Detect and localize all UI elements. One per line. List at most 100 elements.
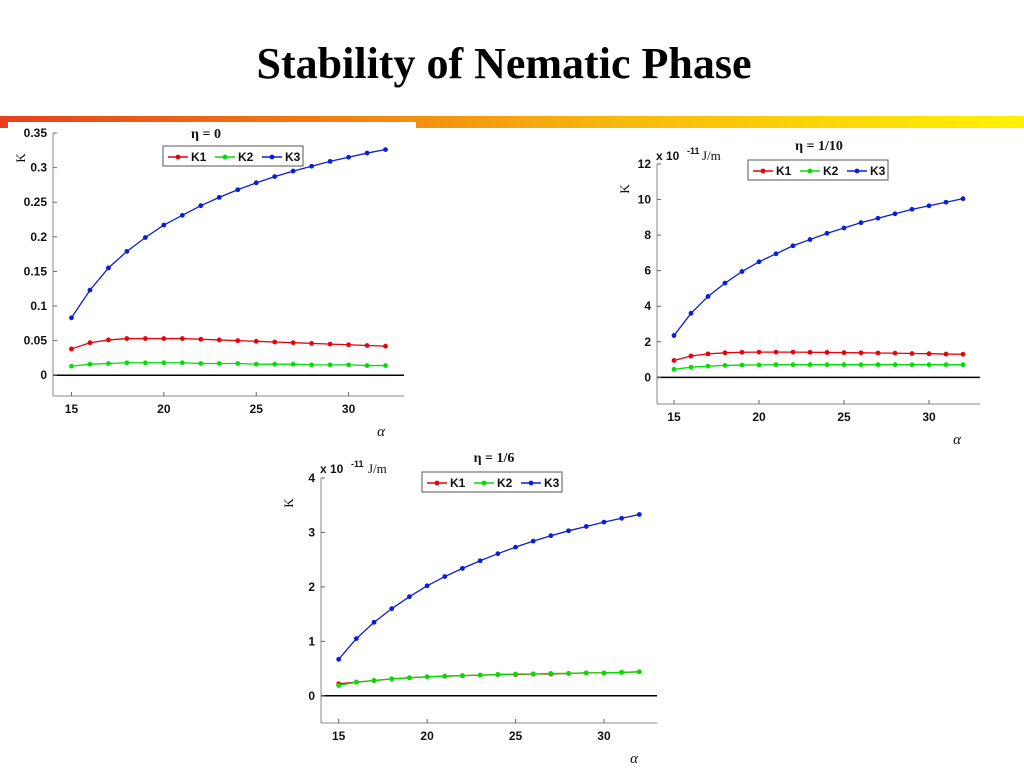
x-tick-label: 30 [922, 410, 936, 424]
data-point-k2 [216, 361, 222, 366]
series-line-k3 [338, 513, 640, 660]
title-accent-bar [0, 116, 1024, 130]
data-point-k2 [371, 678, 377, 683]
data-point-k1 [346, 342, 351, 348]
y-tick-label: 6 [644, 264, 651, 278]
y-tick-label: 0.2 [30, 230, 47, 244]
data-point-k3 [389, 606, 395, 612]
data-point-k3 [364, 150, 370, 156]
data-point-k2 [198, 361, 204, 366]
legend-label-k2: K2 [238, 150, 254, 164]
legend-swatch-marker-k2 [807, 168, 813, 174]
y-tick-label: 0.15 [24, 264, 48, 278]
data-point-k2 [722, 363, 728, 368]
data-point-k3 [424, 583, 430, 589]
data-point-k3 [858, 220, 864, 226]
data-point-k2 [513, 671, 518, 677]
data-point-k3 [513, 544, 518, 550]
x-tick-label: 25 [837, 410, 851, 424]
data-point-k1 [739, 349, 745, 355]
x-tick-label: 15 [332, 729, 346, 743]
legend-swatch-marker-k3 [854, 168, 860, 174]
x-tick-label: 30 [342, 402, 356, 416]
data-point-k1 [124, 336, 130, 341]
data-point-k1 [309, 341, 315, 346]
legend-label-k3: K3 [870, 164, 886, 178]
y-tick-label: 4 [644, 299, 651, 313]
data-point-k3 [909, 206, 915, 212]
data-point-k1 [943, 351, 949, 357]
data-point-k2 [235, 361, 241, 366]
data-point-k2 [124, 360, 130, 366]
data-point-k2 [926, 362, 932, 368]
legend-swatch-marker-k3 [528, 480, 534, 486]
x-axis-label: α [377, 424, 386, 440]
data-point-k3 [943, 199, 949, 205]
data-point-k1 [161, 336, 167, 341]
data-point-k2 [353, 679, 359, 685]
data-point-k2 [807, 362, 813, 368]
data-point-k2 [773, 362, 779, 368]
data-point-k3 [383, 147, 388, 153]
y-tick-label: 8 [644, 228, 651, 242]
y-tick-label: 0 [308, 689, 315, 703]
x-tick-label: 30 [597, 729, 611, 743]
chart-title: η = 0 [191, 127, 221, 142]
series-line-k3 [70, 148, 386, 319]
series-line-k1 [673, 351, 964, 362]
y-axis-label: K [281, 498, 296, 508]
data-point-k3 [671, 333, 677, 338]
data-point-k2 [530, 671, 536, 677]
data-point-k1 [327, 341, 333, 347]
chart-eta-1-6: 0 1 2 3 4 15 20 25 30 η = 1/6 α Kx 10 -11 J/m K1 K2 K3 [281, 451, 657, 767]
data-point-k2 [548, 671, 554, 676]
data-point-k1 [272, 339, 278, 345]
data-point-k3 [875, 215, 881, 221]
data-point-k2 [272, 361, 278, 367]
series-line-k2 [71, 362, 386, 367]
data-point-k2 [619, 669, 625, 675]
data-point-k3 [477, 558, 483, 564]
legend-box [747, 159, 889, 181]
series-line-k2 [338, 671, 640, 687]
data-point-k1 [69, 346, 74, 352]
data-point-k2 [739, 362, 745, 368]
legend: K1 K2 K3 [421, 471, 563, 493]
data-point-k2 [407, 675, 412, 681]
data-point-k1 [926, 351, 932, 357]
y-tick-label: 4 [308, 471, 315, 485]
data-point-k2 [253, 361, 259, 367]
data-point-k2 [346, 362, 351, 368]
y-tick-label: 0.25 [24, 195, 48, 209]
data-point-k3 [807, 237, 813, 242]
y-tick-label: 0 [40, 368, 47, 382]
y-tick-label: 0.3 [30, 161, 47, 175]
data-point-k2 [756, 362, 762, 368]
data-point-k2 [424, 674, 430, 680]
y-tick-label: 2 [308, 580, 315, 594]
data-point-k1 [179, 336, 185, 341]
y-tick-label: 3 [308, 525, 315, 539]
data-point-k1 [960, 351, 966, 357]
y-tick-label: 0.05 [24, 334, 48, 348]
data-point-k3 [272, 174, 278, 180]
legend-label-k1: K1 [776, 164, 792, 178]
data-point-k3 [442, 574, 448, 579]
data-point-k2 [601, 670, 607, 676]
data-point-k3 [773, 251, 779, 257]
data-point-k2 [671, 366, 677, 372]
data-point-k3 [583, 524, 589, 529]
data-point-k2 [309, 362, 315, 368]
series-line-k3 [673, 198, 964, 336]
data-point-k1 [671, 358, 677, 363]
y-tick-label: 0.35 [24, 126, 48, 140]
data-point-k1 [756, 349, 762, 355]
legend-label-k3: K3 [544, 476, 560, 490]
legend: K1 K2 K3 [747, 159, 889, 181]
data-point-k2 [705, 363, 711, 369]
y-tick-label: 12 [638, 157, 652, 171]
data-point-k1 [216, 337, 222, 343]
legend-box [421, 471, 563, 493]
data-point-k1 [235, 338, 241, 344]
